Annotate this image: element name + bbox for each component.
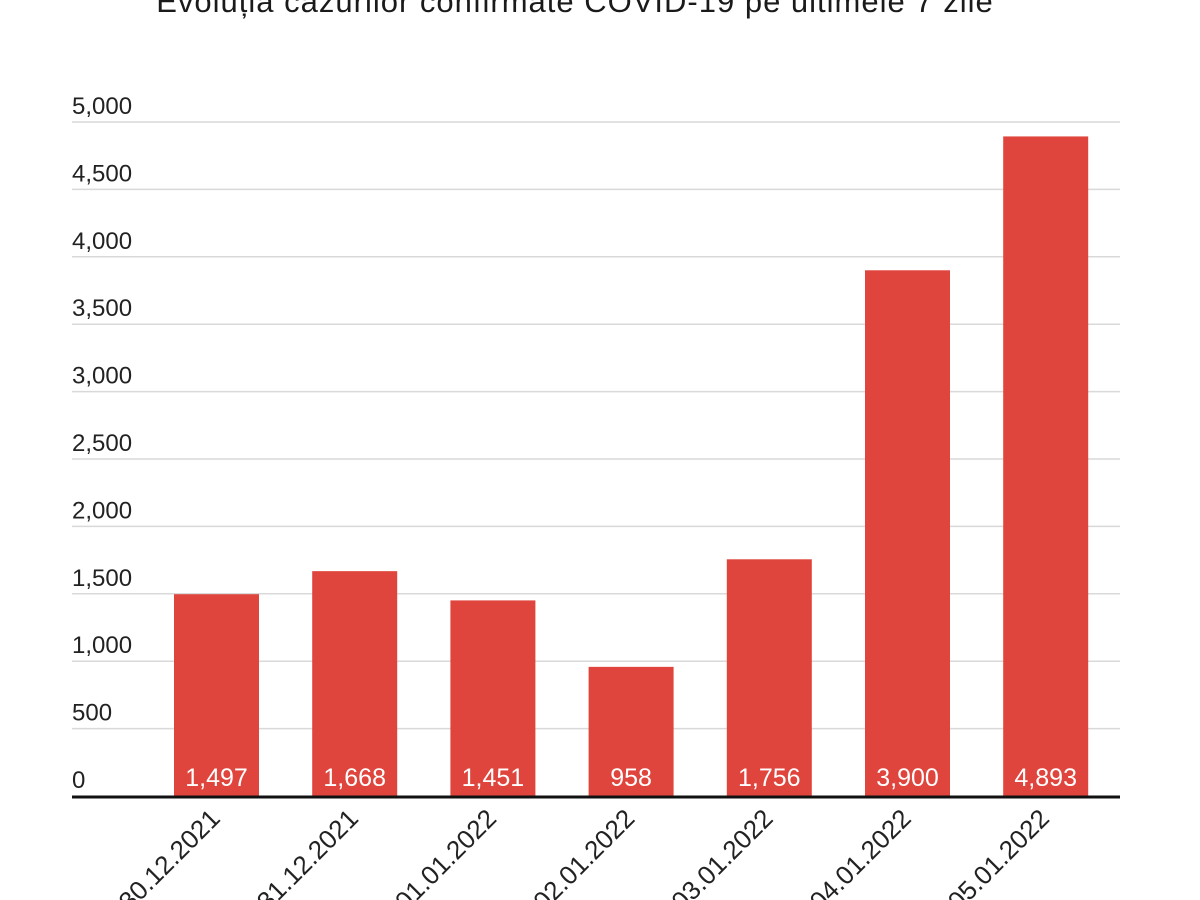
data-label: 1,756 — [738, 764, 801, 792]
y-tick-label: 0 — [72, 767, 85, 794]
data-label: 4,893 — [1014, 764, 1077, 792]
x-tick-label: 03.01.2022 — [665, 803, 778, 900]
data-label: 1,668 — [323, 764, 386, 792]
bar — [174, 594, 259, 796]
bar — [312, 571, 398, 796]
bar — [865, 270, 950, 796]
bar — [450, 600, 536, 796]
data-label: 1,451 — [462, 764, 525, 792]
x-tick-label: 04.01.2022 — [804, 803, 917, 900]
data-labels: 1,497 1,668 1,451 958 1,756 3,900 4,893 — [185, 764, 1077, 792]
x-tick-label: 05.01.2022 — [942, 803, 1055, 900]
y-tick-label: 2,000 — [72, 497, 132, 524]
y-tick-label: 2,500 — [72, 430, 132, 457]
data-label: 1,497 — [185, 764, 248, 792]
x-tick-label: 31.12.2021 — [251, 803, 364, 900]
bar — [1003, 136, 1089, 797]
x-tick-label: 02.01.2022 — [527, 803, 640, 900]
bar — [726, 559, 812, 796]
bar — [588, 666, 674, 796]
y-tick-label: 3,500 — [72, 295, 132, 322]
data-label: 958 — [610, 764, 652, 792]
bars — [174, 136, 1089, 797]
x-tick-label: 30.12.2021 — [113, 803, 226, 900]
y-tick-label: 1,000 — [72, 632, 132, 659]
x-axis-ticks: 30.12.2021 31.12.2021 01.01.2022 02.01.2022… — [113, 803, 1055, 900]
data-label: 3,900 — [876, 764, 939, 792]
y-tick-label: 3,000 — [72, 363, 132, 390]
chart-title: Evoluția cazurilor confirmate COVID-19 p… — [156, 0, 994, 19]
y-tick-label: 500 — [72, 700, 112, 727]
y-tick-label: 4,000 — [72, 228, 132, 255]
x-tick-label: 01.01.2022 — [389, 803, 502, 900]
y-tick-label: 5,000 — [72, 93, 132, 120]
y-tick-label: 1,500 — [72, 565, 132, 592]
y-tick-label: 4,500 — [72, 160, 132, 187]
y-axis-ticks: 0 500 1,000 1,500 2,000 2,500 3,000 3,500 4,000 4… — [72, 93, 132, 794]
